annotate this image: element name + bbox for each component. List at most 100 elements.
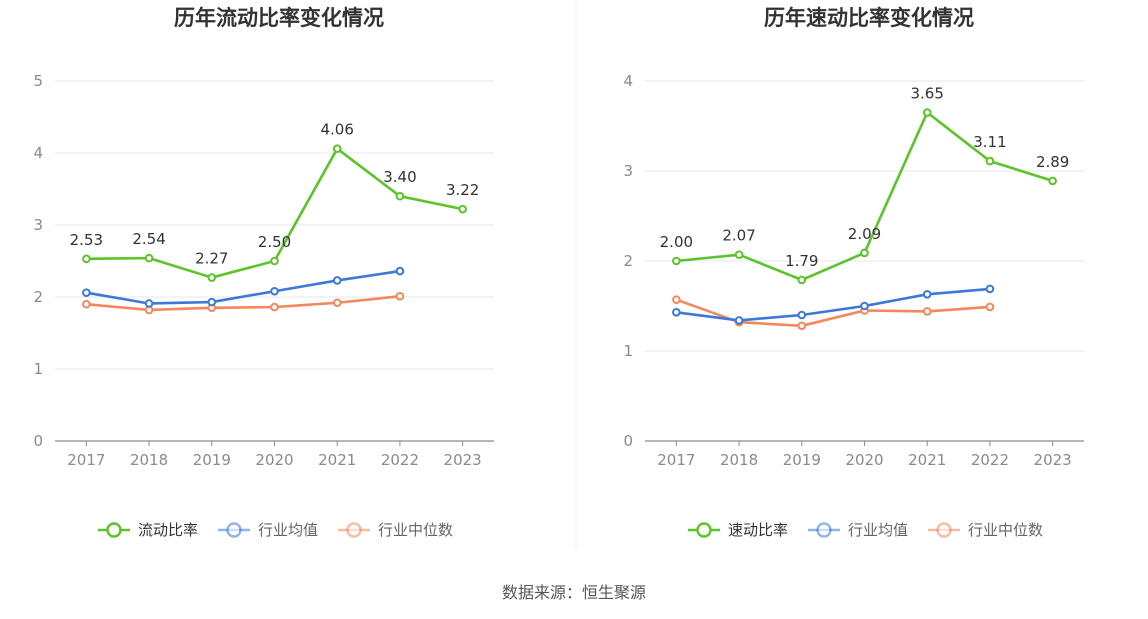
x-tick-label: 2023: [1034, 451, 1072, 469]
data-point: [144, 253, 154, 263]
data-point: [458, 204, 467, 214]
source-text: 数据来源：恒生聚源: [502, 583, 646, 602]
data-point: [207, 297, 217, 307]
data-point: [207, 273, 217, 282]
data-point: [860, 248, 869, 258]
data-label: 2.50: [258, 233, 291, 251]
legend-item-2[interactable]: 行业均值: [808, 521, 908, 539]
data-point: [672, 256, 681, 266]
x-tick-label: 2018: [720, 451, 758, 469]
data-point: [82, 288, 91, 297]
x-tick-label: 2022: [381, 451, 419, 469]
chart-title: 历年速动比率变化情况: [764, 6, 974, 30]
y-tick-label: 1: [33, 360, 43, 378]
data-point: [332, 144, 342, 153]
legend-marker: [106, 522, 122, 538]
series-line-3: [86, 294, 401, 312]
legend-marker: [816, 522, 832, 538]
y-tick-label: 4: [33, 144, 43, 162]
chart-panel-2: 历年速动比率变化情况 0 1 2 3 4 2017 2018 2019 2020 2021 2022 2…: [623, 6, 1084, 539]
data-label: 3.11: [973, 133, 1006, 151]
y-tick-label: 2: [623, 252, 633, 270]
data-label: 1.79: [785, 252, 818, 270]
x-tick-label: 2017: [657, 451, 695, 469]
data-point: [985, 302, 995, 312]
data-label: 2.54: [132, 230, 165, 248]
data-point: [985, 156, 995, 166]
data-point: [797, 275, 807, 285]
data-label: 2.89: [1036, 153, 1069, 171]
data-point: [985, 284, 995, 294]
x-tick-label: 2023: [444, 451, 482, 469]
legend-label: 行业均值: [258, 521, 318, 539]
chart-title: 历年流动比率变化情况: [174, 6, 384, 30]
x-tick-label: 2021: [908, 451, 946, 469]
y-tick-label: 5: [33, 72, 43, 90]
data-point: [270, 256, 279, 266]
data-point: [734, 316, 744, 325]
legend-item-2[interactable]: 行业均值: [218, 521, 318, 539]
legend-marker: [226, 522, 242, 538]
data-point: [144, 299, 154, 308]
data-label: 2.27: [195, 250, 228, 268]
legend-item-1[interactable]: 流动比率: [98, 521, 198, 539]
y-tick-label: 3: [33, 216, 43, 234]
data-label: 2.00: [660, 233, 693, 251]
legend-item-3[interactable]: 行业中位数: [928, 521, 1043, 539]
legend-marker: [346, 522, 362, 538]
y-tick-label: 4: [623, 72, 633, 90]
data-label: 2.53: [70, 231, 103, 249]
y-tick-label: 3: [623, 162, 633, 180]
data-point: [797, 310, 807, 320]
x-tick-label: 2018: [130, 451, 168, 469]
legend-item-3[interactable]: 行业中位数: [338, 521, 453, 539]
legend-label: 行业中位数: [968, 521, 1043, 539]
data-point: [395, 291, 405, 301]
x-tick-label: 2022: [971, 451, 1009, 469]
y-tick-label: 0: [623, 432, 633, 450]
x-tick-label: 2017: [67, 451, 105, 469]
y-tick-label: 2: [33, 288, 43, 306]
legend-marker: [696, 522, 712, 538]
chart-panel-1: 历年流动比率变化情况 0 1 2 3 4 5 2017 2018 2019 2020 2021 2022…: [33, 6, 494, 539]
y-tick-label: 1: [623, 342, 633, 360]
data-point: [922, 307, 932, 316]
data-point: [797, 321, 807, 331]
series-line-2: [676, 287, 991, 322]
data-point: [332, 276, 342, 285]
data-point: [672, 295, 681, 305]
data-point: [860, 301, 869, 311]
data-label: 3.22: [446, 181, 479, 199]
x-tick-label: 2019: [193, 451, 231, 469]
legend-item-1[interactable]: 速动比率: [688, 521, 788, 539]
data-point: [332, 298, 342, 308]
data-point: [395, 191, 405, 201]
legend-label: 流动比率: [138, 521, 198, 539]
data-point: [672, 308, 681, 317]
series-line-2: [86, 269, 401, 305]
series-line-3: [675, 298, 991, 328]
data-label: 4.06: [321, 121, 354, 139]
data-label: 2.07: [722, 227, 755, 245]
data-point: [395, 266, 405, 276]
data-label: 3.65: [911, 85, 944, 103]
legend-label: 行业中位数: [378, 521, 453, 539]
data-point: [922, 108, 932, 117]
data-label: 2.09: [848, 225, 881, 243]
data-point: [1048, 176, 1057, 186]
data-point: [270, 286, 279, 296]
x-tick-label: 2021: [318, 451, 356, 469]
data-label: 3.40: [383, 168, 416, 186]
data-point: [82, 254, 91, 264]
legend-marker: [936, 522, 952, 538]
x-tick-label: 2020: [255, 451, 293, 469]
data-point: [82, 299, 91, 309]
data-point: [734, 250, 744, 259]
x-tick-label: 2019: [783, 451, 821, 469]
legend-label: 行业均值: [848, 521, 908, 539]
data-point: [922, 290, 932, 299]
data-point: [270, 302, 279, 312]
x-tick-label: 2020: [845, 451, 883, 469]
